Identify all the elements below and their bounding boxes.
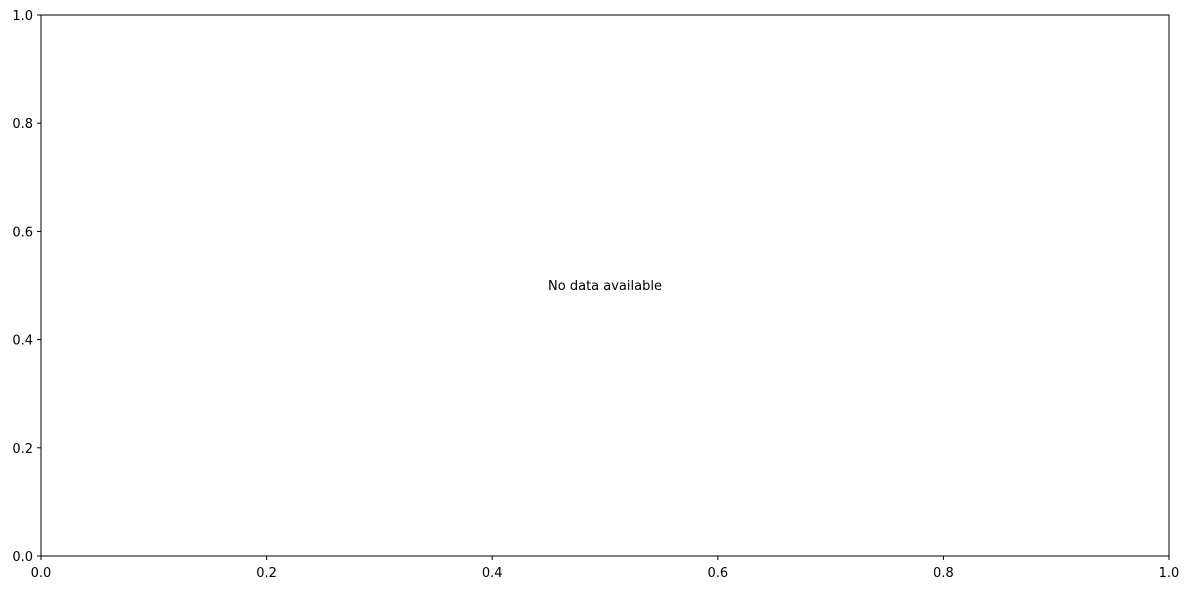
plot-background bbox=[41, 15, 1169, 556]
y-tick-label: 0.4 bbox=[12, 334, 33, 349]
x-tick-label: 0.6 bbox=[707, 566, 728, 581]
x-axis-ticks: 0.0 0.2 0.4 0.6 0.8 1.0 bbox=[31, 556, 1180, 581]
y-tick-label: 0.2 bbox=[12, 442, 33, 457]
x-tick-label: 0.4 bbox=[482, 566, 503, 581]
y-tick-label: 1.0 bbox=[12, 9, 33, 24]
y-axis-ticks: 0.0 0.2 0.4 0.6 0.8 1.0 bbox=[12, 9, 41, 565]
y-tick-label: 0.8 bbox=[12, 117, 33, 132]
no-data-annotation: No data available bbox=[548, 279, 662, 294]
x-tick-label: 0.8 bbox=[933, 566, 954, 581]
x-tick-label: 1.0 bbox=[1159, 566, 1180, 581]
plot-frame bbox=[40, 14, 1170, 557]
x-tick-label: 0.0 bbox=[31, 566, 52, 581]
y-tick-label: 0.0 bbox=[12, 550, 33, 565]
x-tick-label: 0.2 bbox=[256, 566, 277, 581]
y-tick-label: 0.6 bbox=[12, 225, 33, 240]
